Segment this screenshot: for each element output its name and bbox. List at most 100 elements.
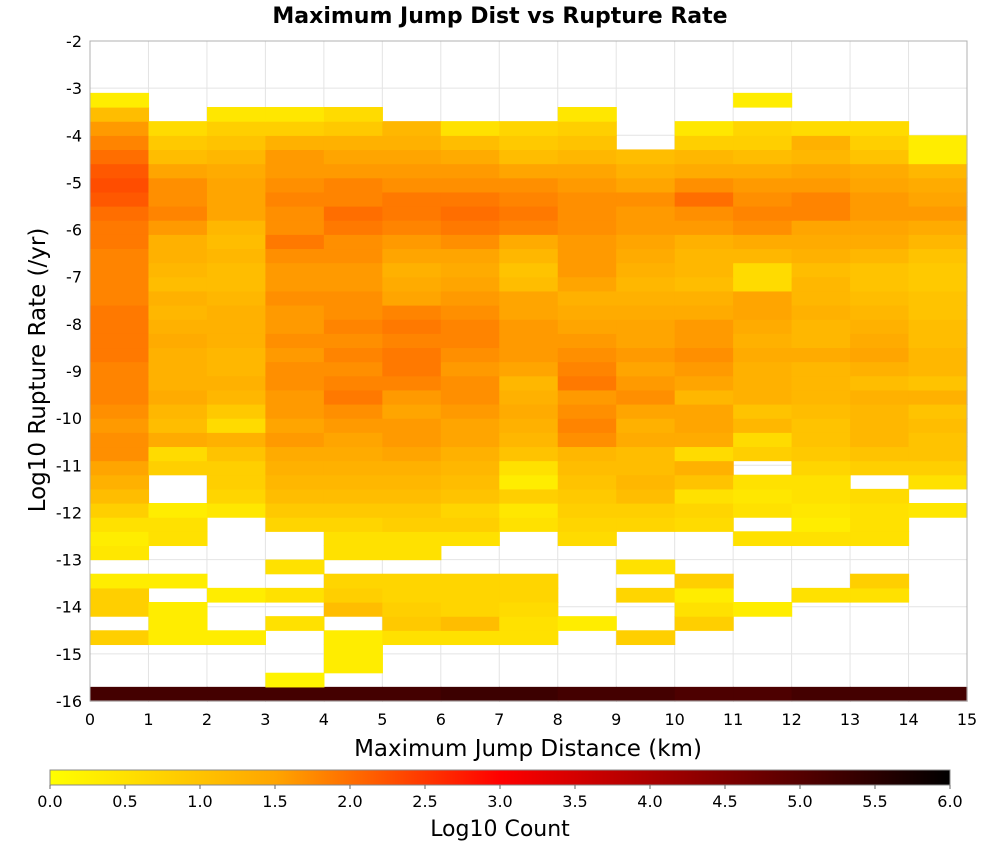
heatmap-cell (499, 121, 559, 136)
heatmap-cell (557, 361, 617, 377)
x-tick-label: 3 (260, 710, 270, 729)
heatmap-cell (791, 347, 851, 363)
heatmap-cell (850, 220, 910, 235)
heatmap-cell (440, 587, 500, 603)
heatmap-cell (440, 389, 500, 405)
heatmap-cell (499, 404, 559, 419)
heatmap-cell (499, 488, 559, 504)
colorbar-ticks: 0.0 0.5 1.0 1.5 2.0 2.5 3.0 3.5 4.0 4.5 5.0 5.5 6.0 (37, 785, 963, 811)
heatmap-cell (382, 474, 442, 490)
heatmap-cell (674, 375, 734, 391)
heatmap-cell (440, 474, 500, 490)
heatmap-cell (850, 149, 910, 165)
heatmap-cell (674, 333, 734, 349)
y-tick-label: -3 (66, 79, 82, 98)
heatmap-cell (206, 432, 266, 448)
x-tick-label: 8 (553, 710, 563, 729)
heatmap-cell (499, 248, 559, 264)
heatmap-cell (733, 333, 793, 349)
heatmap-cell (148, 135, 208, 151)
heatmap-cell (791, 404, 851, 419)
heatmap-cell (90, 488, 150, 504)
heatmap-cell (148, 206, 208, 221)
heatmap-cell (323, 135, 383, 151)
heatmap-cell (148, 163, 208, 179)
heatmap-cell (557, 276, 617, 292)
heatmap-cell (616, 206, 676, 221)
heatmap-cell (265, 234, 325, 250)
heatmap-cell (148, 404, 208, 419)
heatmap-cell (791, 319, 851, 334)
heatmap-cell (90, 446, 150, 462)
heatmap-cell (499, 163, 559, 179)
heatmap-cell (206, 319, 266, 334)
heatmap-cell (148, 248, 208, 264)
x-tick-label: 2 (202, 710, 212, 729)
heatmap-cell (382, 686, 442, 702)
heatmap-cell (791, 248, 851, 264)
heatmap-cell (90, 361, 150, 377)
heatmap-cell (148, 305, 208, 320)
heatmap-cell (499, 177, 559, 193)
heatmap-cell (382, 630, 442, 646)
heatmap-cell (557, 460, 617, 476)
heatmap-cell (265, 163, 325, 179)
heatmap-cell (382, 375, 442, 391)
heatmap-cell (440, 276, 500, 292)
heatmap-cell (557, 290, 617, 306)
colorbar-tick-label: 6.0 (937, 792, 962, 811)
heatmap-cell (323, 474, 383, 490)
heatmap-cell (733, 531, 793, 547)
heatmap-cell (440, 361, 500, 377)
plot-border (89, 40, 968, 702)
heatmap-cell (616, 559, 676, 575)
heatmap-cell (206, 686, 266, 702)
heatmap-cell (265, 191, 325, 207)
heatmap-cell (674, 234, 734, 250)
heatmap-cell (499, 389, 559, 405)
heatmap-cell (674, 517, 734, 532)
heatmap-cell (148, 121, 208, 136)
heatmap-cell (206, 135, 266, 151)
heatmap-cell (908, 418, 968, 433)
heatmap-cell (616, 177, 676, 193)
heatmap-cell (148, 262, 208, 278)
heatmap-cell (206, 460, 266, 476)
heatmap-cell (908, 503, 968, 518)
heatmap-cell (440, 616, 500, 631)
heatmap-cell (850, 319, 910, 334)
heatmap-cell (148, 446, 208, 462)
heatmap-cell (90, 545, 150, 561)
heatmap-cell (90, 149, 150, 165)
heatmap-cell (148, 375, 208, 391)
heatmap-cell (90, 206, 150, 221)
heatmap-cell (323, 163, 383, 179)
heatmap-cell (206, 347, 266, 363)
heatmap-cell (791, 333, 851, 349)
heatmap-cell (499, 262, 559, 278)
heatmap-cell (557, 418, 617, 433)
heatmap-cell (616, 149, 676, 165)
heatmap-cell (499, 446, 559, 462)
heatmap-cell (382, 290, 442, 306)
heatmap-cell (791, 290, 851, 306)
heatmap-cell (908, 432, 968, 448)
heatmap-cell (206, 474, 266, 490)
heatmap-cell (616, 375, 676, 391)
heatmap-cell (206, 262, 266, 278)
heatmap-cell (616, 319, 676, 334)
heatmap-cell (791, 220, 851, 235)
heatmap-cell (440, 503, 500, 518)
heatmap-cell (90, 248, 150, 264)
heatmap-cell (206, 149, 266, 165)
heatmap-cell (382, 503, 442, 518)
heatmap-cell (265, 290, 325, 306)
heatmap-cell (90, 347, 150, 363)
heatmap-cell (850, 163, 910, 179)
heatmap-cell (323, 121, 383, 136)
heatmap-cell (323, 644, 383, 660)
heatmap-cell (440, 248, 500, 264)
heatmap-cell (206, 234, 266, 250)
heatmap-cell (791, 262, 851, 278)
heatmap-cell (499, 474, 559, 490)
